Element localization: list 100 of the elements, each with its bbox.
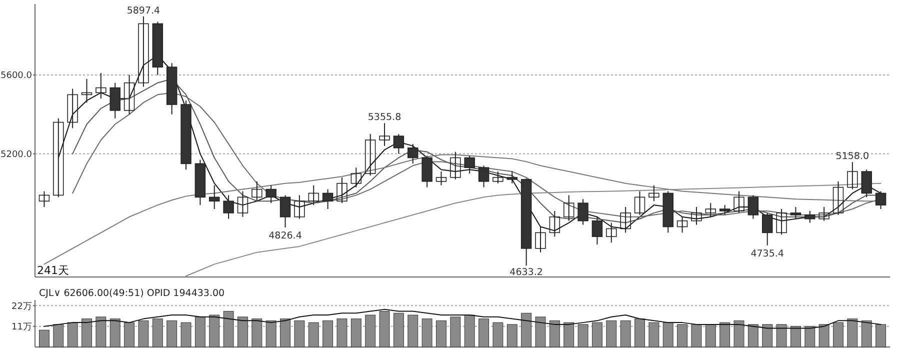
candlestick xyxy=(336,176,348,204)
bar xyxy=(606,320,617,348)
bar xyxy=(578,324,588,348)
bar xyxy=(762,324,773,348)
bar xyxy=(833,322,844,348)
annotation: 241天 xyxy=(37,264,69,277)
bar xyxy=(804,326,816,348)
bar xyxy=(564,322,574,348)
candlestick xyxy=(691,206,702,226)
bar xyxy=(124,322,135,348)
bar xyxy=(252,318,262,348)
bar xyxy=(82,318,92,348)
candlestick xyxy=(818,206,830,222)
bar xyxy=(422,318,432,348)
bar xyxy=(705,324,716,348)
candlestick xyxy=(81,78,92,104)
bar xyxy=(308,322,319,348)
candlestick xyxy=(322,188,334,210)
annotation: 5158.0 xyxy=(836,151,870,162)
candlestick xyxy=(606,222,617,244)
bar xyxy=(790,326,801,348)
bar xyxy=(280,318,290,348)
bar xyxy=(876,324,886,348)
candlestick xyxy=(549,210,560,238)
annotation: 4826.4 xyxy=(268,230,302,242)
candlestick xyxy=(719,204,730,216)
candlestick xyxy=(393,134,404,154)
bar xyxy=(166,320,178,348)
y-tick-label: 5200.0 xyxy=(0,150,32,160)
bar xyxy=(861,320,872,348)
candlestick xyxy=(535,226,546,253)
bar xyxy=(39,330,50,348)
bar xyxy=(720,322,730,348)
candlestick xyxy=(124,74,135,115)
candlestick xyxy=(138,16,149,88)
bar xyxy=(408,314,418,348)
candlestick xyxy=(53,118,64,198)
candlestick xyxy=(67,88,78,129)
bar xyxy=(521,312,532,348)
candlestick xyxy=(478,165,490,188)
candlestick xyxy=(790,206,802,220)
bar xyxy=(648,322,660,348)
candlestick xyxy=(464,155,475,174)
bar xyxy=(350,318,362,348)
line-series xyxy=(44,308,882,329)
bar xyxy=(365,314,376,348)
bar xyxy=(138,320,149,348)
bar xyxy=(634,318,645,348)
bar xyxy=(223,311,234,348)
candlestick xyxy=(350,167,362,188)
candlestick xyxy=(436,171,447,186)
candlestick xyxy=(634,190,646,216)
bar xyxy=(492,322,504,348)
candlestick xyxy=(422,155,432,188)
bar xyxy=(662,322,674,348)
annotation: 5897.4 xyxy=(126,5,160,16)
candlestick xyxy=(832,180,844,216)
bar xyxy=(478,318,489,348)
bar xyxy=(294,320,305,348)
candlestick xyxy=(676,216,688,234)
bar xyxy=(209,314,220,348)
candlestick xyxy=(506,171,518,184)
y-tick-label: 11万 xyxy=(12,322,32,332)
bar xyxy=(677,324,688,348)
bar xyxy=(620,320,631,348)
annotation: 4735.4 xyxy=(750,248,784,260)
candlestick xyxy=(379,122,390,146)
bar xyxy=(535,316,546,348)
candlestick xyxy=(237,190,248,218)
bar xyxy=(152,318,163,348)
candlestick xyxy=(266,184,276,204)
candlestick xyxy=(38,190,50,208)
bar xyxy=(180,322,192,348)
candlestick xyxy=(408,143,418,164)
candlestick xyxy=(308,184,319,206)
bar xyxy=(549,320,560,348)
candlestick xyxy=(294,194,305,220)
candlestick xyxy=(364,134,376,176)
bar xyxy=(691,324,702,348)
bar xyxy=(110,318,120,348)
bar xyxy=(266,320,276,348)
annotation: 5355.8 xyxy=(368,112,402,124)
bar xyxy=(67,322,78,348)
candlestick xyxy=(96,72,106,100)
chart-title: CJL∨ 62606.00(49:51) OPID 194433.00 xyxy=(39,288,225,299)
candlestick xyxy=(847,162,858,190)
candlestick xyxy=(563,194,574,222)
bar xyxy=(847,318,858,348)
bar xyxy=(53,324,64,348)
bar xyxy=(776,324,787,348)
candlestick xyxy=(762,212,773,246)
candlestick xyxy=(705,202,716,218)
bar xyxy=(450,316,461,348)
candlestick xyxy=(748,194,759,220)
y-tick-label: 22万 xyxy=(12,302,32,312)
candlestick xyxy=(804,210,816,224)
annotation: 4633.2 xyxy=(510,267,543,278)
bar xyxy=(379,311,390,348)
candlestick xyxy=(592,216,603,245)
bar xyxy=(734,320,744,348)
